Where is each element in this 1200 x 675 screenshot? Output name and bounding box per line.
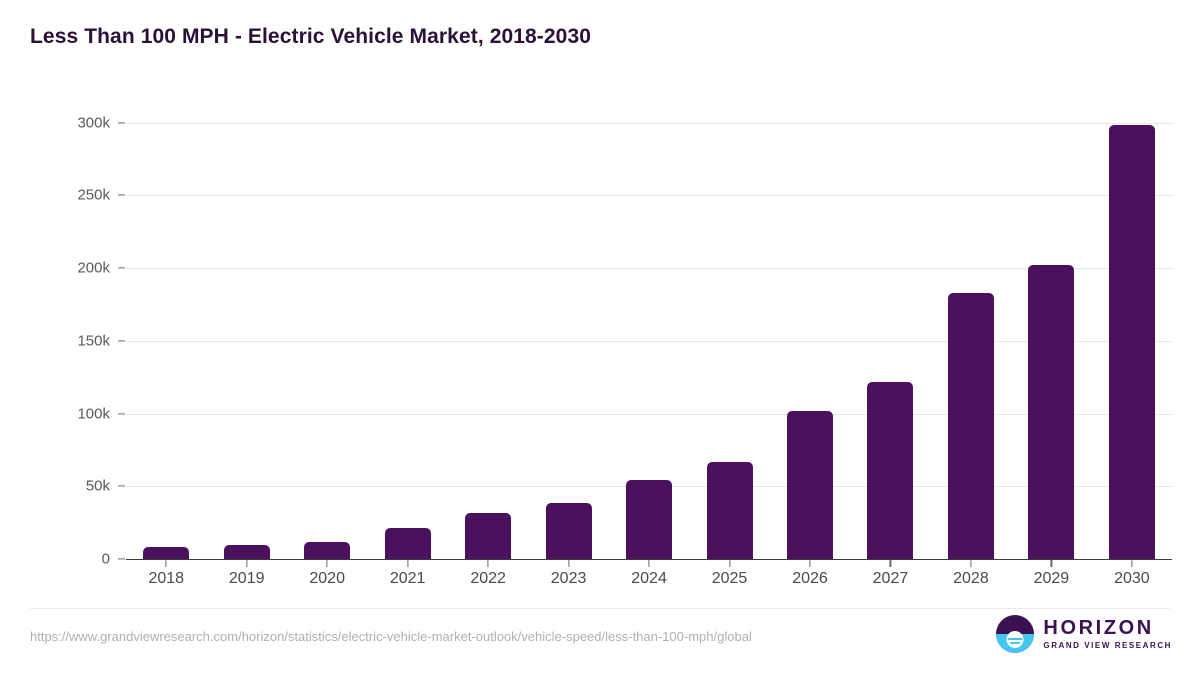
gridline (126, 122, 1172, 124)
x-axis-tick-mark (165, 560, 167, 567)
x-axis-tick-label: 2018 (148, 570, 185, 587)
x-axis-tick-label: 2030 (1114, 570, 1150, 587)
x-axis-tick-label: 2029 (1033, 570, 1070, 587)
y-axis-tick-label: 200k (77, 259, 110, 277)
y-axis-tick-mark (118, 194, 125, 196)
source-url[interactable]: https://www.grandviewresearch.com/horizo… (30, 629, 752, 644)
bar-slot (770, 108, 850, 567)
x-axis-tick-label: 2024 (631, 570, 667, 587)
plot-area: 0 50k 100k 150k 200k 250k 300k (77, 108, 1172, 568)
bar-slot (1092, 108, 1172, 567)
y-axis-tick-label: 100k (77, 405, 110, 423)
y-axis-tick-mark (118, 340, 125, 342)
x-axis-tick-label: 2027 (872, 570, 909, 587)
x-axis-tick-mark (648, 560, 650, 567)
x-axis-tick-label: 2025 (711, 570, 748, 587)
gridline (126, 413, 1172, 415)
x-axis-tick-label: 2022 (470, 570, 506, 587)
y-axis-tick-label: 0 (101, 550, 110, 568)
bar-slot (609, 108, 689, 567)
y-axis-tick-label: 300k (77, 114, 110, 132)
x-axis-tick-mark (970, 560, 972, 567)
x-axis-tick-mark (889, 560, 892, 567)
bar-slot (528, 108, 608, 567)
x-axis-tick-label: 2023 (550, 570, 587, 587)
horizon-logo: HORIZON GRAND VIEW RESEARCH (996, 615, 1172, 653)
bar[interactable] (1028, 265, 1075, 559)
x-axis-tick-label: 2020 (309, 570, 345, 587)
bar-series (126, 108, 1172, 567)
bar-slot (931, 108, 1011, 567)
bar[interactable] (706, 461, 753, 559)
y-axis-tick-label: 50k (85, 477, 110, 495)
bar[interactable] (465, 513, 512, 559)
bar-slot (126, 108, 206, 567)
bar-slot (367, 108, 447, 567)
bar[interactable] (143, 547, 190, 559)
bar[interactable] (384, 528, 431, 559)
x-axis-tick-mark (246, 560, 248, 567)
y-axis-tick-mark (118, 485, 125, 487)
gridline (126, 195, 1172, 197)
x-axis-tick-mark (487, 560, 489, 567)
x-axis-tick-mark (567, 560, 570, 567)
bar[interactable] (626, 479, 673, 559)
x-axis-tick-mark (1131, 560, 1133, 567)
x-axis-tick-labels: 2018 2019 2020 2021 2022 2023 2024 2025 2026 2027… (126, 570, 1172, 588)
x-axis-tick-label: 2028 (953, 570, 989, 587)
footer-divider (30, 608, 1170, 609)
bar-slot (287, 108, 367, 567)
logo-name: HORIZON (1043, 617, 1154, 639)
y-axis-tick-label: 250k (77, 186, 110, 204)
x-axis-tick-label: 2019 (228, 570, 265, 587)
x-axis-tick-mark (809, 560, 811, 567)
bar-slot (850, 108, 930, 567)
x-axis-tick-label: 2026 (792, 570, 828, 587)
bar[interactable] (867, 381, 914, 559)
x-axis-tick-mark (407, 560, 409, 567)
bar[interactable] (947, 292, 994, 559)
bar-slot (689, 108, 769, 567)
bar[interactable] (223, 545, 270, 559)
gridline (126, 268, 1172, 270)
y-axis-tick-mark (118, 412, 125, 415)
x-axis-tick-mark (1050, 560, 1052, 567)
bar[interactable] (1108, 125, 1155, 559)
y-axis-tick-mark (118, 267, 125, 269)
x-axis-tick-mark (728, 560, 731, 567)
bar-slot (448, 108, 528, 567)
bar[interactable] (545, 503, 592, 559)
bar-slot (206, 108, 286, 567)
bar-slot (1011, 108, 1091, 567)
x-axis-tick-mark (326, 560, 328, 567)
logo-tagline: GRAND VIEW RESEARCH (1043, 641, 1172, 650)
x-axis-tick-label: 2021 (389, 570, 426, 587)
y-axis-tick-mark (118, 558, 125, 560)
bar[interactable] (304, 542, 351, 559)
horizon-logo-icon (996, 615, 1035, 653)
bar[interactable] (786, 410, 833, 559)
chart-title: Less Than 100 MPH - Electric Vehicle Mar… (30, 25, 592, 48)
gridline (126, 340, 1172, 342)
y-axis-tick-label: 150k (77, 332, 110, 350)
y-axis-tick-mark (118, 121, 125, 124)
x-axis-line (126, 558, 1172, 560)
